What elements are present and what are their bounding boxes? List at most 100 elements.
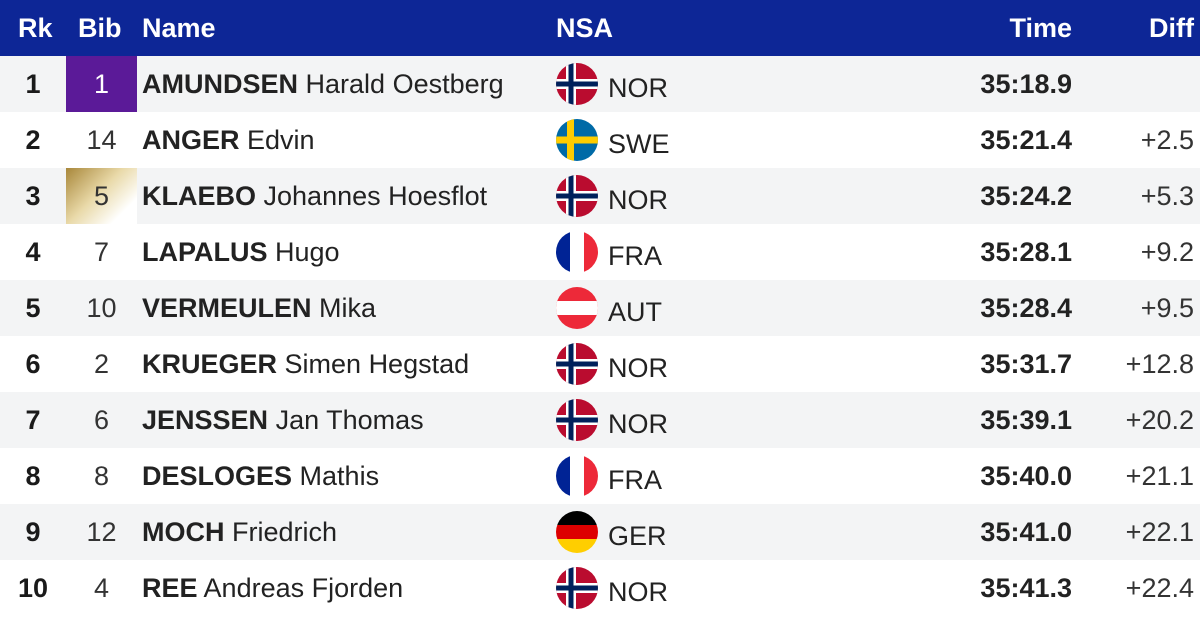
nsa-code: FRA bbox=[608, 241, 662, 271]
diff-cell: +22.1 bbox=[1125, 517, 1194, 547]
table-row[interactable]: 6 2 KRUEGER Simen Hegstad NOR 35:31.7 +12.8 bbox=[0, 336, 1200, 392]
athlete-name-link[interactable]: KRUEGER Simen Hegstad bbox=[142, 336, 469, 392]
diff-cell: +20.2 bbox=[1125, 405, 1194, 435]
athlete-first-name: Friedrich bbox=[232, 517, 338, 547]
athlete-first-name: Andreas Fjorden bbox=[203, 573, 404, 603]
time-cell: 35:24.2 bbox=[980, 181, 1072, 211]
nsa-code: AUT bbox=[608, 297, 662, 327]
bib-cell: 6 bbox=[93, 405, 110, 435]
athlete-last-name: KRUEGER bbox=[142, 349, 278, 379]
norway-flag-icon bbox=[556, 567, 598, 609]
athlete-name-link[interactable]: REE Andreas Fjorden bbox=[142, 560, 403, 616]
bib-cell: 2 bbox=[93, 349, 110, 379]
header-rank[interactable]: Rk bbox=[18, 13, 53, 43]
athlete-first-name: Jan Thomas bbox=[275, 405, 424, 435]
athlete-name-link[interactable]: JENSSEN Jan Thomas bbox=[142, 392, 424, 448]
rank-cell: 3 bbox=[25, 181, 41, 211]
rank-cell: 10 bbox=[17, 573, 49, 603]
time-cell: 35:31.7 bbox=[980, 349, 1072, 379]
athlete-first-name: Hugo bbox=[275, 237, 340, 267]
diff-cell: +12.8 bbox=[1125, 349, 1194, 379]
norway-flag-icon bbox=[556, 343, 598, 385]
diff-cell: +22.4 bbox=[1125, 573, 1194, 603]
diff-cell: +21.1 bbox=[1125, 461, 1194, 491]
nsa-code: NOR bbox=[608, 185, 668, 215]
athlete-first-name: Harald Oestberg bbox=[305, 69, 504, 99]
france-flag-icon bbox=[556, 231, 598, 273]
austria-flag-icon bbox=[556, 287, 598, 329]
athlete-last-name: KLAEBO bbox=[142, 181, 256, 211]
nsa-code: GER bbox=[608, 521, 667, 551]
athlete-last-name: DESLOGES bbox=[142, 461, 293, 491]
table-row[interactable]: 4 7 LAPALUS Hugo FRA 35:28.1 +9.2 bbox=[0, 224, 1200, 280]
norway-flag-icon bbox=[556, 63, 598, 105]
athlete-name-link[interactable]: LAPALUS Hugo bbox=[142, 224, 340, 280]
nsa-code: FRA bbox=[608, 465, 662, 495]
time-cell: 35:39.1 bbox=[980, 405, 1072, 435]
header-nsa[interactable]: NSA bbox=[556, 13, 614, 43]
athlete-last-name: AMUNDSEN bbox=[142, 69, 299, 99]
header-diff[interactable]: Diff bbox=[1149, 13, 1194, 43]
athlete-first-name: Johannes Hoesflot bbox=[263, 181, 488, 211]
rank-cell: 1 bbox=[25, 69, 41, 99]
bib-cell: 10 bbox=[86, 293, 117, 323]
table-row[interactable]: 1 1 AMUNDSEN Harald Oestberg NOR 35:18.9 bbox=[0, 56, 1200, 112]
athlete-name-link[interactable]: VERMEULEN Mika bbox=[142, 280, 376, 336]
table-row[interactable]: 2 14 ANGER Edvin SWE 35:21.4 +2.5 bbox=[0, 112, 1200, 168]
header-bib[interactable]: Bib bbox=[78, 13, 122, 43]
athlete-name-link[interactable]: MOCH Friedrich bbox=[142, 504, 337, 560]
diff-cell: +9.2 bbox=[1140, 237, 1194, 267]
time-cell: 35:40.0 bbox=[980, 461, 1072, 491]
time-cell: 35:21.4 bbox=[980, 125, 1072, 155]
time-cell: 35:41.0 bbox=[980, 517, 1072, 547]
diff-cell: +9.5 bbox=[1140, 293, 1194, 323]
table-row[interactable]: 9 12 MOCH Friedrich GER 35:41.0 +22.1 bbox=[0, 504, 1200, 560]
bib-cell: 5 bbox=[66, 168, 137, 224]
athlete-first-name: Edvin bbox=[247, 125, 315, 155]
rank-cell: 7 bbox=[25, 405, 41, 435]
athlete-last-name: REE bbox=[142, 573, 198, 603]
table-row[interactable]: 3 5 KLAEBO Johannes Hoesflot NOR 35:24.2 +5.3 bbox=[0, 168, 1200, 224]
time-cell: 35:28.4 bbox=[980, 293, 1072, 323]
results-table-header: Rk Bib Name NSA Time Diff bbox=[0, 0, 1200, 56]
sweden-flag-icon bbox=[556, 119, 598, 161]
norway-flag-icon bbox=[556, 399, 598, 441]
rank-cell: 2 bbox=[25, 125, 41, 155]
rank-cell: 4 bbox=[25, 237, 41, 267]
rank-cell: 8 bbox=[25, 461, 41, 491]
norway-flag-icon bbox=[556, 175, 598, 217]
nsa-code: NOR bbox=[608, 409, 668, 439]
bib-cell: 4 bbox=[93, 573, 110, 603]
bib-cell: 14 bbox=[86, 125, 117, 155]
diff-cell: +5.3 bbox=[1140, 181, 1194, 211]
athlete-last-name: JENSSEN bbox=[142, 405, 269, 435]
results-table-body: 1 1 AMUNDSEN Harald Oestberg NOR 35:18.9 2 14 A… bbox=[0, 56, 1200, 616]
athlete-first-name: Mika bbox=[319, 293, 377, 323]
athlete-last-name: MOCH bbox=[142, 517, 225, 547]
germany-flag-icon bbox=[556, 511, 598, 553]
table-row[interactable]: 7 6 JENSSEN Jan Thomas NOR 35:39.1 +20.2 bbox=[0, 392, 1200, 448]
header-name[interactable]: Name bbox=[142, 13, 216, 43]
athlete-last-name: LAPALUS bbox=[142, 237, 268, 267]
nsa-code: NOR bbox=[608, 73, 668, 103]
table-row[interactable]: 5 10 VERMEULEN Mika AUT 35:28.4 +9.5 bbox=[0, 280, 1200, 336]
athlete-name-link[interactable]: DESLOGES Mathis bbox=[142, 448, 379, 504]
time-cell: 35:41.3 bbox=[980, 573, 1072, 603]
rank-cell: 5 bbox=[25, 293, 41, 323]
bib-cell: 12 bbox=[86, 517, 117, 547]
athlete-name-link[interactable]: AMUNDSEN Harald Oestberg bbox=[142, 56, 504, 112]
table-row[interactable]: 10 4 REE Andreas Fjorden NOR 35:41.3 +22.4 bbox=[0, 560, 1200, 616]
table-row[interactable]: 8 8 DESLOGES Mathis FRA 35:40.0 +21.1 bbox=[0, 448, 1200, 504]
athlete-name-link[interactable]: KLAEBO Johannes Hoesflot bbox=[142, 168, 487, 224]
rank-cell: 9 bbox=[25, 517, 41, 547]
bib-cell: 1 bbox=[66, 56, 137, 112]
nsa-code: NOR bbox=[608, 353, 668, 383]
athlete-last-name: VERMEULEN bbox=[142, 293, 312, 323]
bib-cell: 7 bbox=[93, 237, 110, 267]
nsa-code: NOR bbox=[608, 577, 668, 607]
diff-cell: +2.5 bbox=[1140, 125, 1194, 155]
header-time[interactable]: Time bbox=[1009, 13, 1072, 43]
athlete-name-link[interactable]: ANGER Edvin bbox=[142, 112, 315, 168]
nsa-code: SWE bbox=[608, 129, 670, 159]
